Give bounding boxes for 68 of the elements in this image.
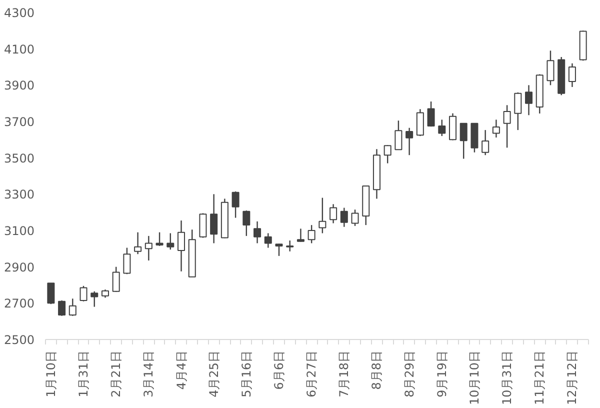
y-tick-label: 2700 [4, 296, 35, 311]
x-tick-label: 1月10日 [44, 350, 58, 398]
candlestick [210, 194, 218, 244]
y-tick-label: 3100 [4, 224, 35, 238]
y-tick-label: 3300 [4, 188, 35, 202]
y-tick-label: 4300 [4, 6, 35, 20]
candlestick [384, 144, 392, 164]
x-tick-label: 7月18日 [337, 350, 352, 398]
candlestick [568, 62, 576, 88]
candlestick [296, 228, 304, 242]
candlestick [460, 122, 468, 160]
y-tick-label: 4100 [4, 42, 35, 56]
candlestick [503, 104, 511, 148]
x-tick-label: 4月4日 [174, 350, 188, 390]
candlestick [394, 120, 402, 150]
x-tick-label: 1月31日 [76, 350, 91, 398]
candlestick [416, 108, 424, 137]
candlestick [427, 100, 435, 128]
y-tick-label: 3500 [4, 151, 35, 166]
candlestick [286, 240, 294, 252]
candlestick [525, 84, 533, 116]
candlestick [156, 232, 164, 247]
x-tick-label: 8月29日 [402, 350, 416, 398]
y-tick-label: 2900 [4, 260, 35, 274]
x-tick-label: 5月16日 [239, 350, 254, 398]
candlestick [47, 282, 55, 305]
candlestick [112, 266, 120, 293]
x-tick-label: 4月25日 [206, 350, 221, 398]
candlestick [144, 235, 152, 262]
candlestick [123, 247, 131, 275]
candlestick [264, 232, 272, 248]
candlestick [318, 197, 326, 234]
x-tick-label: 11月21日 [532, 350, 547, 406]
candlestick [177, 220, 186, 272]
candlestick [134, 232, 142, 255]
candlestick [448, 112, 457, 141]
candlestick [199, 212, 207, 238]
y-tick-label: 3900 [4, 78, 35, 93]
candlestick [68, 298, 76, 316]
candlestick [254, 220, 262, 244]
candlestick [166, 232, 174, 250]
candlestick [351, 209, 359, 227]
candlestick [492, 119, 500, 138]
x-tick-label: 6月27日 [304, 350, 319, 398]
candlestick [242, 210, 250, 237]
candlestick [482, 129, 490, 156]
candlestick [308, 224, 316, 244]
candlestick [546, 50, 554, 86]
x-tick-label: 10月31日 [500, 350, 514, 406]
candlestick [232, 190, 240, 218]
y-tick-label: 3700 [4, 115, 35, 129]
x-tick-label: 2月21日 [109, 350, 124, 398]
candlestick [340, 207, 348, 228]
candlestick [275, 243, 283, 257]
candlestick [58, 300, 66, 316]
x-tick-label: 12月12日 [565, 350, 580, 406]
x-tick-label: 3月14日 [142, 350, 156, 398]
y-tick-label: 2500 [4, 333, 35, 347]
x-tick-label: 8月8日 [370, 350, 384, 390]
candlestick [90, 290, 98, 308]
candlestick [406, 127, 414, 156]
x-tick-label: 10月10日 [467, 350, 482, 406]
candlestick [514, 92, 522, 131]
candlestick [438, 119, 446, 137]
x-tick-label: 6月6日 [272, 350, 286, 390]
candlestick [80, 285, 88, 302]
x-tick-label: 9月19日 [434, 350, 449, 398]
candlestick [330, 204, 338, 224]
